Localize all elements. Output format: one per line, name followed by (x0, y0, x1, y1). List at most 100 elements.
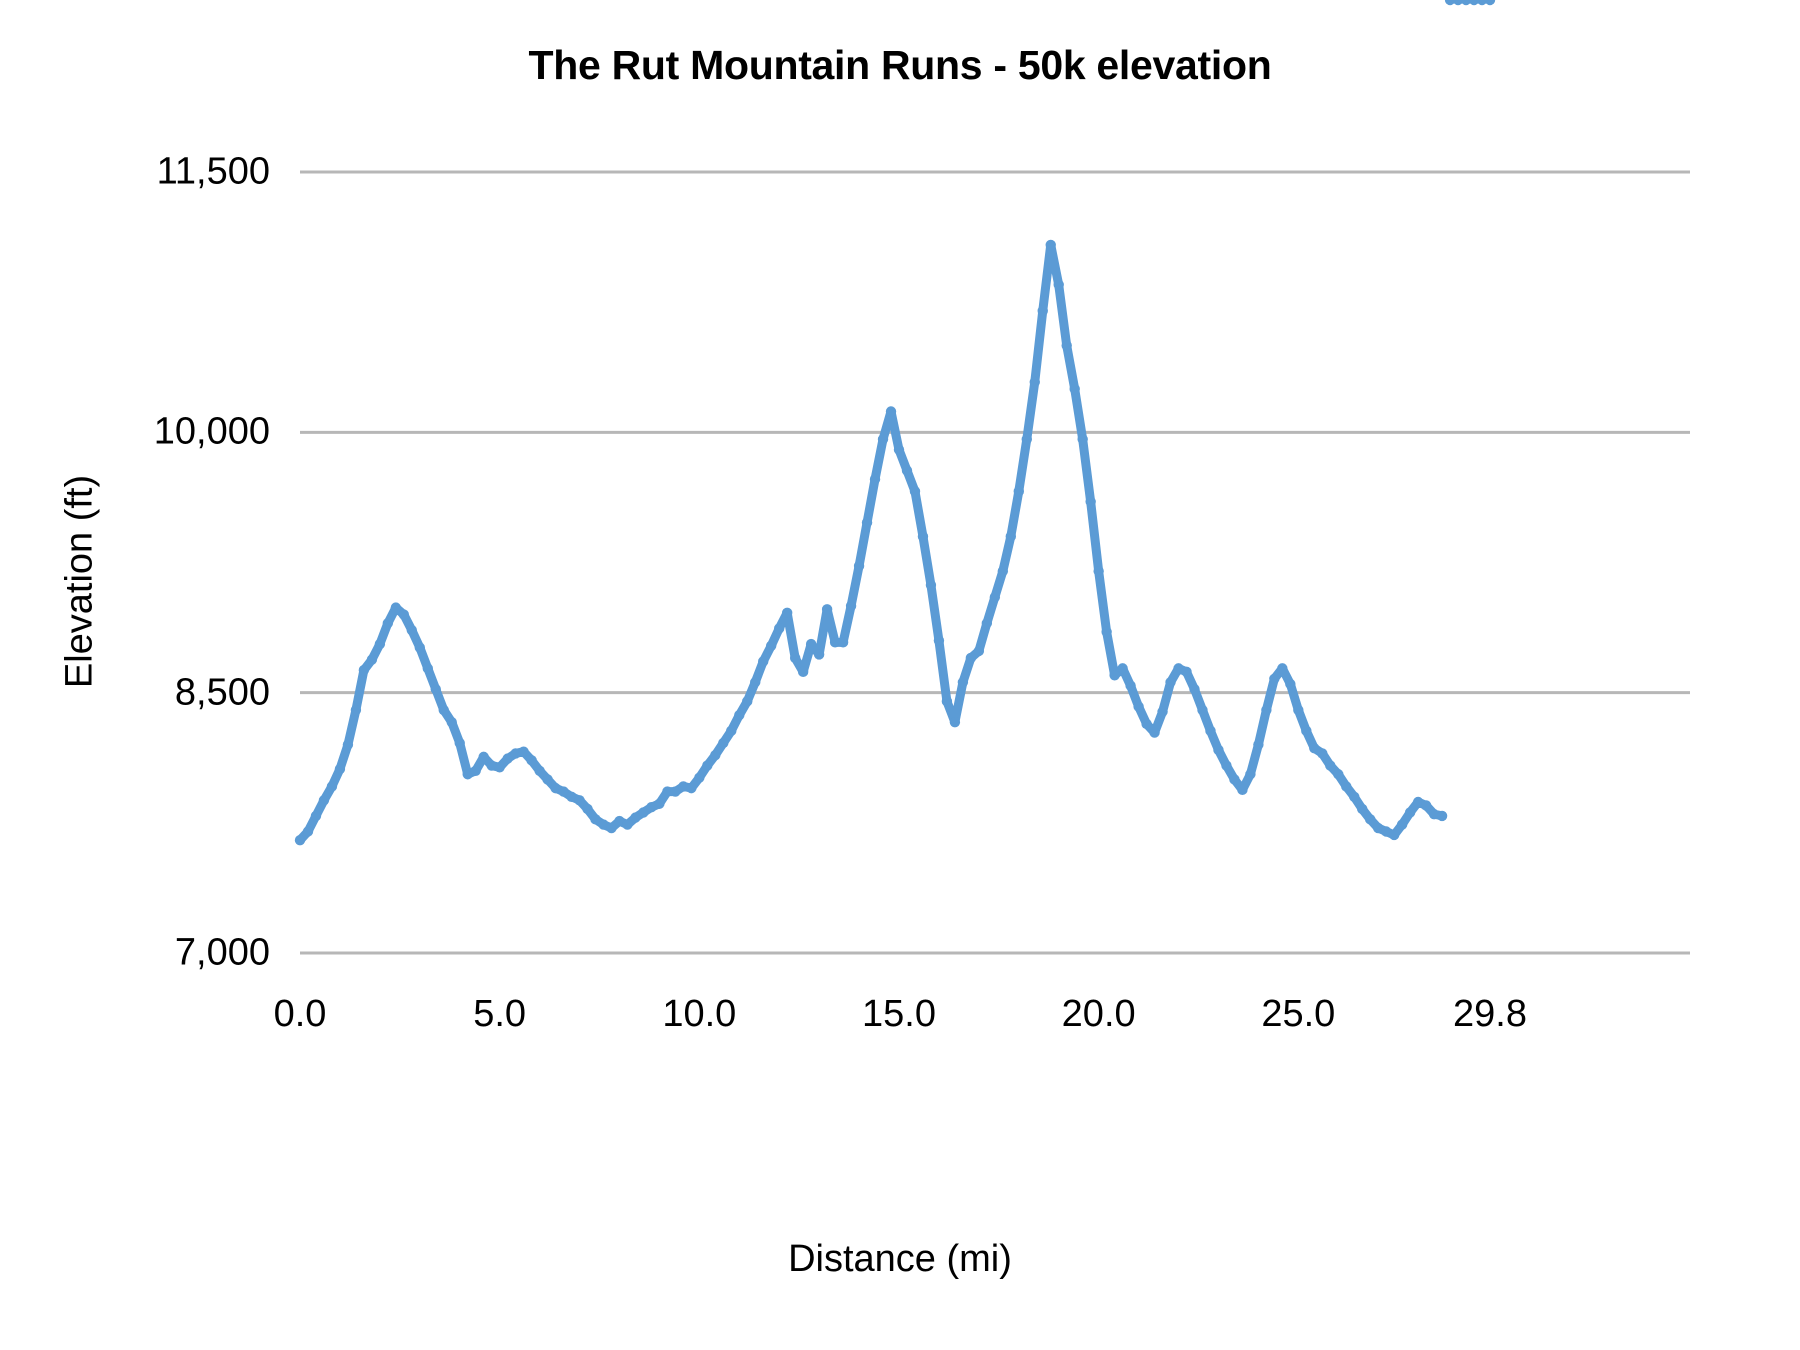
data-point (726, 725, 737, 737)
data-point (1404, 807, 1416, 818)
x-axis-tick-label: 0.0 (273, 993, 327, 1035)
data-point (789, 652, 801, 664)
y-axis-tick-label: 8,500 (174, 671, 270, 714)
data-point (1189, 684, 1200, 695)
data-point (1165, 677, 1176, 688)
data-point (1277, 663, 1288, 674)
data-point (438, 704, 449, 716)
data-point (1117, 663, 1128, 674)
data-point (1229, 774, 1240, 785)
data-point (1213, 744, 1224, 756)
data-point (1109, 670, 1120, 681)
data-point (1428, 808, 1440, 820)
data-point (1325, 760, 1336, 771)
data-point (1388, 829, 1400, 841)
data-point (949, 716, 961, 728)
data-point (1093, 565, 1104, 577)
data-point (334, 763, 346, 775)
data-point (1349, 791, 1360, 802)
data-point (598, 819, 609, 830)
data-point (566, 791, 577, 802)
data-point (1181, 666, 1192, 678)
data-point (1133, 701, 1144, 712)
data-point (933, 635, 945, 646)
data-point (1069, 383, 1080, 395)
data-point (797, 666, 809, 678)
data-point (534, 765, 545, 776)
data-point (1269, 673, 1280, 684)
data-point (662, 786, 673, 797)
data-point (805, 638, 817, 650)
data-point (366, 654, 378, 665)
data-point (494, 762, 505, 773)
data-point (630, 812, 641, 823)
data-point (909, 486, 921, 497)
data-point (614, 815, 625, 827)
data-point (422, 663, 433, 674)
data-point (542, 774, 553, 785)
data-point (454, 737, 465, 749)
data-point (861, 517, 873, 528)
data-point (845, 600, 857, 612)
data-point (869, 473, 881, 485)
data-point (781, 607, 793, 619)
data-point (414, 642, 425, 653)
data-point (558, 786, 569, 797)
data-point (1053, 279, 1064, 291)
data-point (646, 802, 657, 813)
data-point (670, 786, 681, 797)
x-axis-tick-label: 15.0 (862, 993, 936, 1035)
data-point (1197, 704, 1208, 716)
data-point (917, 531, 929, 542)
data-point (486, 760, 497, 771)
data-point (973, 645, 985, 657)
data-point (702, 760, 713, 771)
data-point (1037, 305, 1048, 317)
data-point (582, 803, 593, 815)
data-point (374, 638, 386, 650)
data-point (1005, 531, 1017, 542)
data-point (718, 737, 729, 749)
y-axis-tick-label: 10,000 (153, 410, 270, 453)
data-point (885, 406, 897, 417)
data-point (326, 781, 338, 792)
data-point (1444, 0, 1456, 6)
data-point (1237, 784, 1248, 796)
data-point (1468, 0, 1480, 6)
data-point (821, 604, 833, 615)
data-point (622, 819, 633, 830)
data-point (478, 751, 489, 763)
data-point (893, 444, 905, 455)
data-point (526, 755, 537, 766)
data-point (1245, 769, 1256, 780)
data-point (518, 746, 529, 757)
data-point (1293, 704, 1304, 716)
x-axis-tick-label: 10.0 (662, 993, 737, 1035)
data-point (1309, 743, 1320, 754)
data-point (734, 710, 745, 721)
data-point (502, 753, 513, 764)
data-point (1013, 486, 1024, 497)
data-point (350, 704, 362, 716)
data-point (1396, 819, 1408, 830)
data-point (1253, 739, 1264, 750)
data-point (710, 749, 721, 761)
data-point (470, 765, 481, 776)
chart-title: The Rut Mountain Runs - 50k elevation (528, 42, 1272, 88)
data-point (390, 602, 402, 613)
data-point (678, 781, 689, 792)
data-point (813, 649, 825, 660)
data-point (1061, 340, 1072, 351)
data-point (638, 807, 649, 818)
data-point (773, 623, 785, 634)
data-point (574, 795, 585, 806)
data-point (1085, 496, 1096, 507)
data-point (1372, 822, 1384, 834)
elevation-series (294, 0, 1496, 846)
y-axis-title: Elevation (ft) (58, 474, 101, 689)
data-point (877, 434, 889, 445)
data-point (590, 814, 601, 825)
data-point (654, 798, 665, 809)
data-point (462, 769, 473, 780)
